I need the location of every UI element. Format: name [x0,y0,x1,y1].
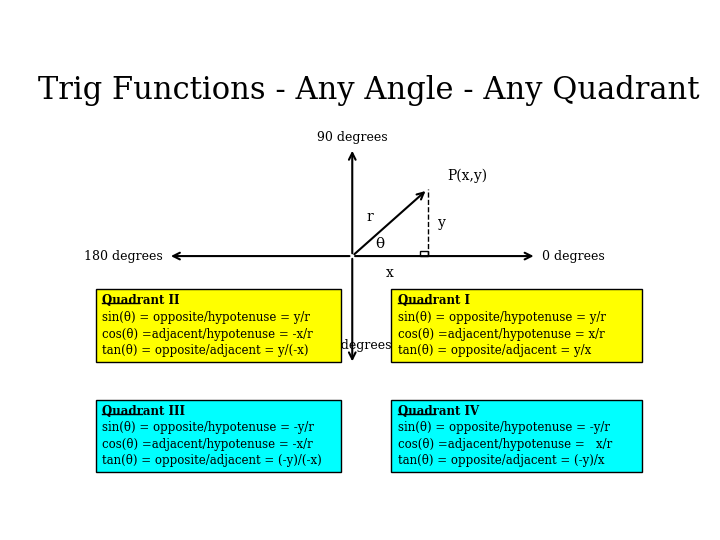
Text: tan(θ) = opposite/adjacent = (-y)/(-x): tan(θ) = opposite/adjacent = (-y)/(-x) [102,454,322,468]
Text: sin(θ) = opposite/hypotenuse = y/r: sin(θ) = opposite/hypotenuse = y/r [102,311,310,324]
Text: 0 degrees: 0 degrees [542,249,605,262]
Text: θ: θ [376,237,384,251]
Text: Quadrant IV: Quadrant IV [398,404,479,417]
FancyBboxPatch shape [392,400,642,472]
Text: sin(θ) = opposite/hypotenuse = -y/r: sin(θ) = opposite/hypotenuse = -y/r [398,421,610,434]
Text: Quadrant II: Quadrant II [102,294,180,307]
Text: 90 degrees: 90 degrees [317,131,387,144]
Text: Quadrant III: Quadrant III [102,404,185,417]
Text: r: r [366,210,373,224]
Text: 270 degrees: 270 degrees [313,339,392,352]
FancyBboxPatch shape [392,289,642,362]
Text: tan(θ) = opposite/adjacent = (-y)/x: tan(θ) = opposite/adjacent = (-y)/x [398,454,605,468]
Text: cos(θ) =adjacent/hypotenuse = x/r: cos(θ) =adjacent/hypotenuse = x/r [398,328,605,341]
Text: cos(θ) =adjacent/hypotenuse = -x/r: cos(θ) =adjacent/hypotenuse = -x/r [102,438,313,451]
Text: x: x [386,266,394,280]
Text: y: y [438,215,446,230]
Text: sin(θ) = opposite/hypotenuse = y/r: sin(θ) = opposite/hypotenuse = y/r [398,311,606,324]
FancyBboxPatch shape [96,400,341,472]
Text: tan(θ) = opposite/adjacent = y/x: tan(θ) = opposite/adjacent = y/x [398,344,591,357]
Text: 180 degrees: 180 degrees [84,249,163,262]
FancyBboxPatch shape [96,289,341,362]
Text: Trig Functions - Any Angle - Any Quadrant: Trig Functions - Any Angle - Any Quadran… [38,75,700,106]
Text: Quadrant I: Quadrant I [398,294,470,307]
Text: tan(θ) = opposite/adjacent = y/(-x): tan(θ) = opposite/adjacent = y/(-x) [102,344,309,357]
Text: cos(θ) =adjacent/hypotenuse =   x/r: cos(θ) =adjacent/hypotenuse = x/r [398,438,612,451]
Text: sin(θ) = opposite/hypotenuse = -y/r: sin(θ) = opposite/hypotenuse = -y/r [102,421,314,434]
Text: P(x,y): P(x,y) [447,168,487,183]
Text: cos(θ) =adjacent/hypotenuse = -x/r: cos(θ) =adjacent/hypotenuse = -x/r [102,328,313,341]
